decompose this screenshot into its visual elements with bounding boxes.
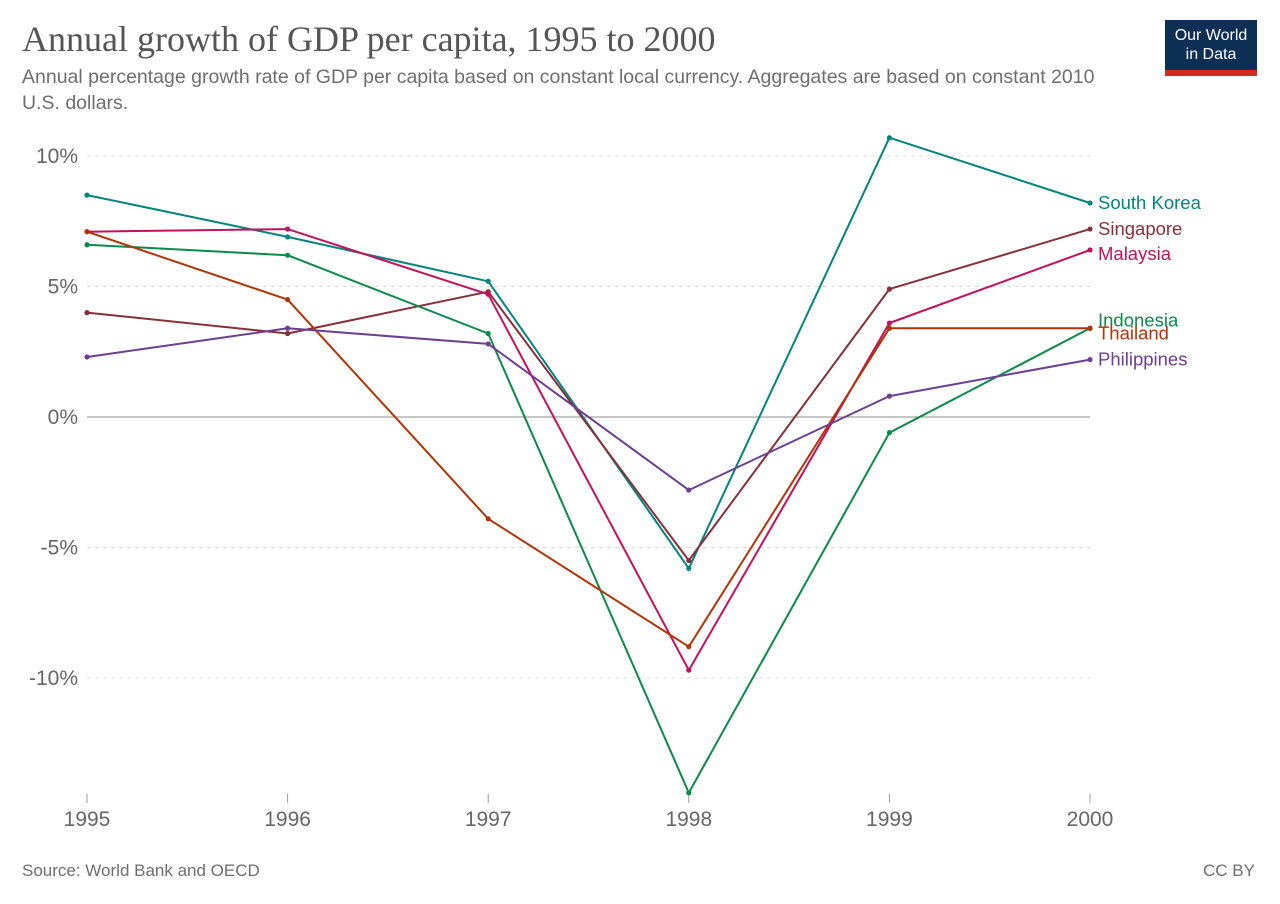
data-point-south-korea bbox=[1087, 200, 1093, 206]
series-line-philippines bbox=[86, 327, 1091, 492]
data-point-thailand bbox=[1087, 325, 1093, 331]
our-world-in-data-logo[interactable]: Our World in Data bbox=[1165, 20, 1257, 76]
data-point-singapore bbox=[1087, 226, 1093, 232]
series-label-thailand: Thailand bbox=[1098, 322, 1169, 343]
series-line-malaysia bbox=[86, 228, 1091, 672]
data-point-malaysia bbox=[285, 226, 291, 232]
series-label-philippines: Philippines bbox=[1098, 349, 1187, 370]
series-label-indonesia: Indonesia bbox=[1098, 309, 1179, 330]
chart-subtitle: Annual percentage growth rate of GDP per… bbox=[22, 66, 1095, 114]
data-point-indonesia bbox=[886, 430, 893, 436]
data-point-singapore bbox=[886, 286, 893, 292]
series-label-singapore: Singapore bbox=[1098, 218, 1182, 239]
data-point-south-korea bbox=[686, 565, 692, 571]
data-point-indonesia bbox=[285, 252, 291, 258]
series-line-thailand bbox=[86, 230, 1090, 648]
data-point-thailand bbox=[886, 325, 893, 331]
data-point-thailand bbox=[285, 296, 291, 303]
source-note[interactable]: Source: World Bank and OECD bbox=[22, 861, 260, 880]
data-point-philippines bbox=[1087, 356, 1093, 363]
logo-text: Our World in Data bbox=[1165, 26, 1257, 64]
logo-line-1: Our World bbox=[1174, 27, 1248, 44]
series-label-south-korea: South Korea bbox=[1098, 192, 1202, 213]
y-tick-label: 0% bbox=[48, 406, 78, 429]
logo-accent-bar bbox=[1165, 70, 1257, 76]
series-line-indonesia bbox=[86, 243, 1091, 794]
data-point-malaysia bbox=[485, 291, 491, 297]
data-point-singapore bbox=[285, 330, 291, 337]
data-point-south-korea bbox=[285, 234, 291, 240]
data-point-singapore bbox=[84, 310, 90, 316]
x-tick-label: 1999 bbox=[866, 808, 913, 831]
data-point-malaysia bbox=[1087, 247, 1093, 253]
data-point-philippines bbox=[285, 325, 291, 331]
data-point-malaysia bbox=[686, 667, 692, 673]
data-point-south-korea bbox=[886, 135, 893, 141]
series-line-singapore bbox=[86, 228, 1091, 562]
data-point-indonesia bbox=[686, 790, 692, 796]
x-tick-label: 2000 bbox=[1067, 808, 1114, 831]
y-tick-label: 5% bbox=[48, 276, 78, 299]
data-point-malaysia bbox=[886, 320, 893, 326]
y-tick-label: -5% bbox=[41, 537, 78, 560]
data-point-south-korea bbox=[485, 278, 491, 284]
y-tick-label: -10% bbox=[29, 667, 78, 690]
data-point-philippines bbox=[886, 393, 893, 399]
x-tick-label: 1998 bbox=[665, 808, 712, 831]
data-point-philippines bbox=[686, 487, 692, 493]
x-tick-label: 1995 bbox=[64, 808, 111, 831]
data-point-thailand bbox=[686, 644, 692, 650]
y-tick-label: 10% bbox=[36, 145, 78, 168]
x-tick-label: 1996 bbox=[264, 808, 311, 831]
data-point-indonesia bbox=[84, 242, 90, 248]
data-point-south-korea bbox=[84, 192, 90, 198]
data-point-thailand bbox=[84, 229, 90, 235]
data-point-singapore bbox=[686, 557, 692, 564]
data-point-philippines bbox=[485, 341, 491, 347]
chart-title: Annual growth of GDP per capita, 1995 to… bbox=[22, 19, 716, 59]
data-point-thailand bbox=[485, 516, 491, 522]
data-point-philippines bbox=[84, 354, 90, 360]
license-link[interactable]: CC BY bbox=[1203, 861, 1255, 880]
x-tick-label: 1997 bbox=[465, 808, 512, 831]
data-point-indonesia bbox=[485, 330, 491, 337]
series-line-south-korea bbox=[86, 136, 1091, 570]
logo-line-2: in Data bbox=[1185, 46, 1237, 63]
series-label-malaysia: Malaysia bbox=[1098, 243, 1172, 264]
